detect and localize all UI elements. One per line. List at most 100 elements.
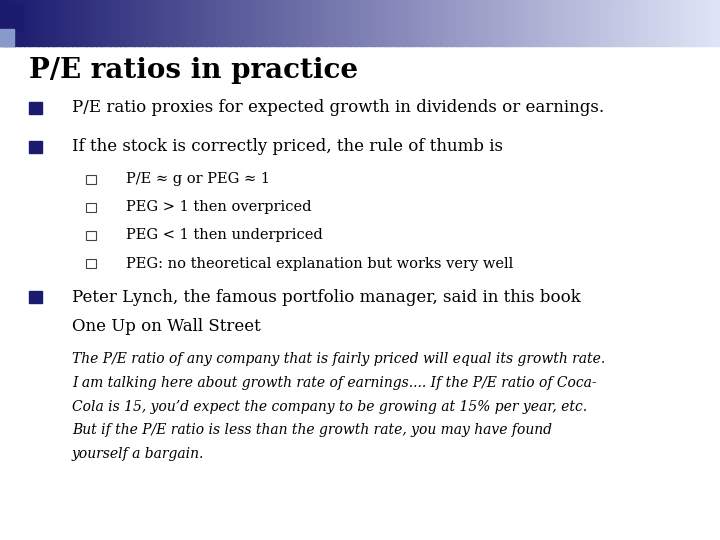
Bar bbox=[221, 0, 226, 46]
Bar bbox=[182, 0, 188, 46]
Bar bbox=[197, 0, 202, 46]
Bar bbox=[538, 0, 543, 46]
Bar bbox=[499, 0, 505, 46]
Bar bbox=[29, 291, 42, 303]
Bar bbox=[24, 0, 30, 46]
Text: P/E ratio proxies for expected growth in dividends or earnings.: P/E ratio proxies for expected growth in… bbox=[72, 99, 604, 117]
Bar bbox=[322, 0, 327, 46]
Bar bbox=[346, 0, 351, 46]
Bar bbox=[264, 0, 269, 46]
Bar bbox=[571, 0, 577, 46]
Bar bbox=[614, 0, 620, 46]
FancyBboxPatch shape bbox=[86, 202, 96, 212]
Bar bbox=[293, 0, 298, 46]
Bar bbox=[581, 0, 586, 46]
Bar bbox=[567, 0, 572, 46]
Text: PEG > 1 then overpriced: PEG > 1 then overpriced bbox=[126, 200, 312, 214]
Bar bbox=[351, 0, 356, 46]
Bar bbox=[326, 0, 332, 46]
Bar bbox=[662, 0, 668, 46]
Bar bbox=[283, 0, 289, 46]
Bar bbox=[639, 0, 644, 46]
Bar bbox=[297, 0, 303, 46]
Bar bbox=[379, 0, 384, 46]
Bar bbox=[657, 0, 663, 46]
Text: If the stock is correctly priced, the rule of thumb is: If the stock is correctly priced, the ru… bbox=[72, 138, 503, 156]
Bar bbox=[715, 0, 720, 46]
Bar bbox=[302, 0, 308, 46]
Bar bbox=[178, 0, 183, 46]
Bar bbox=[120, 0, 125, 46]
Bar bbox=[624, 0, 629, 46]
Bar bbox=[81, 0, 87, 46]
Bar bbox=[331, 0, 337, 46]
Bar bbox=[139, 0, 145, 46]
Bar bbox=[533, 0, 539, 46]
Bar bbox=[648, 0, 654, 46]
Bar bbox=[585, 0, 591, 46]
Bar bbox=[0, 0, 6, 46]
Bar bbox=[149, 0, 154, 46]
Bar bbox=[211, 0, 217, 46]
Bar bbox=[173, 0, 179, 46]
Bar bbox=[610, 0, 615, 46]
FancyBboxPatch shape bbox=[86, 174, 96, 184]
Bar bbox=[427, 0, 433, 46]
Bar bbox=[485, 0, 490, 46]
Bar bbox=[562, 0, 567, 46]
Bar bbox=[470, 0, 476, 46]
Bar bbox=[686, 0, 692, 46]
Bar bbox=[187, 0, 193, 46]
Text: But if the P/E ratio is less than the growth rate, you may have found: But if the P/E ratio is less than the gr… bbox=[72, 423, 552, 437]
Bar bbox=[288, 0, 294, 46]
Bar bbox=[58, 0, 63, 46]
Bar bbox=[466, 0, 471, 46]
Bar bbox=[245, 0, 251, 46]
Text: Peter Lynch, the famous portfolio manager, said in this book: Peter Lynch, the famous portfolio manage… bbox=[72, 288, 581, 306]
Bar bbox=[230, 0, 236, 46]
Text: PEG < 1 then underpriced: PEG < 1 then underpriced bbox=[126, 228, 323, 242]
Bar bbox=[451, 0, 456, 46]
Bar bbox=[307, 0, 312, 46]
Bar bbox=[441, 0, 447, 46]
Bar bbox=[53, 0, 58, 46]
Bar bbox=[269, 0, 274, 46]
Bar bbox=[192, 0, 197, 46]
Bar bbox=[418, 0, 423, 46]
Bar bbox=[279, 0, 284, 46]
Bar bbox=[513, 0, 519, 46]
Text: P/E ≈ g or PEG ≈ 1: P/E ≈ g or PEG ≈ 1 bbox=[126, 172, 270, 186]
Bar bbox=[34, 0, 39, 46]
Bar bbox=[504, 0, 510, 46]
Bar bbox=[446, 0, 452, 46]
Bar bbox=[528, 0, 534, 46]
Text: Cola is 15, you’d expect the company to be growing at 15% per year, etc.: Cola is 15, you’d expect the company to … bbox=[72, 400, 587, 414]
Bar bbox=[518, 0, 524, 46]
Bar bbox=[168, 0, 174, 46]
Bar bbox=[96, 0, 102, 46]
Bar bbox=[130, 0, 135, 46]
Bar bbox=[163, 0, 168, 46]
Bar bbox=[389, 0, 395, 46]
Bar bbox=[691, 0, 697, 46]
Bar bbox=[250, 0, 255, 46]
Bar bbox=[600, 0, 606, 46]
Bar bbox=[682, 0, 687, 46]
Bar bbox=[590, 0, 596, 46]
Bar bbox=[701, 0, 706, 46]
Bar bbox=[403, 0, 409, 46]
Text: PEG: no theoretical explanation but works very well: PEG: no theoretical explanation but work… bbox=[126, 256, 513, 271]
Bar bbox=[423, 0, 428, 46]
Bar bbox=[317, 0, 323, 46]
Bar bbox=[29, 102, 42, 114]
Bar bbox=[259, 0, 265, 46]
Bar bbox=[634, 0, 639, 46]
Bar bbox=[369, 0, 375, 46]
Bar bbox=[336, 0, 341, 46]
Bar bbox=[495, 0, 500, 46]
Bar bbox=[619, 0, 625, 46]
Bar bbox=[312, 0, 318, 46]
Bar bbox=[235, 0, 240, 46]
Bar bbox=[158, 0, 164, 46]
Bar bbox=[106, 0, 111, 46]
